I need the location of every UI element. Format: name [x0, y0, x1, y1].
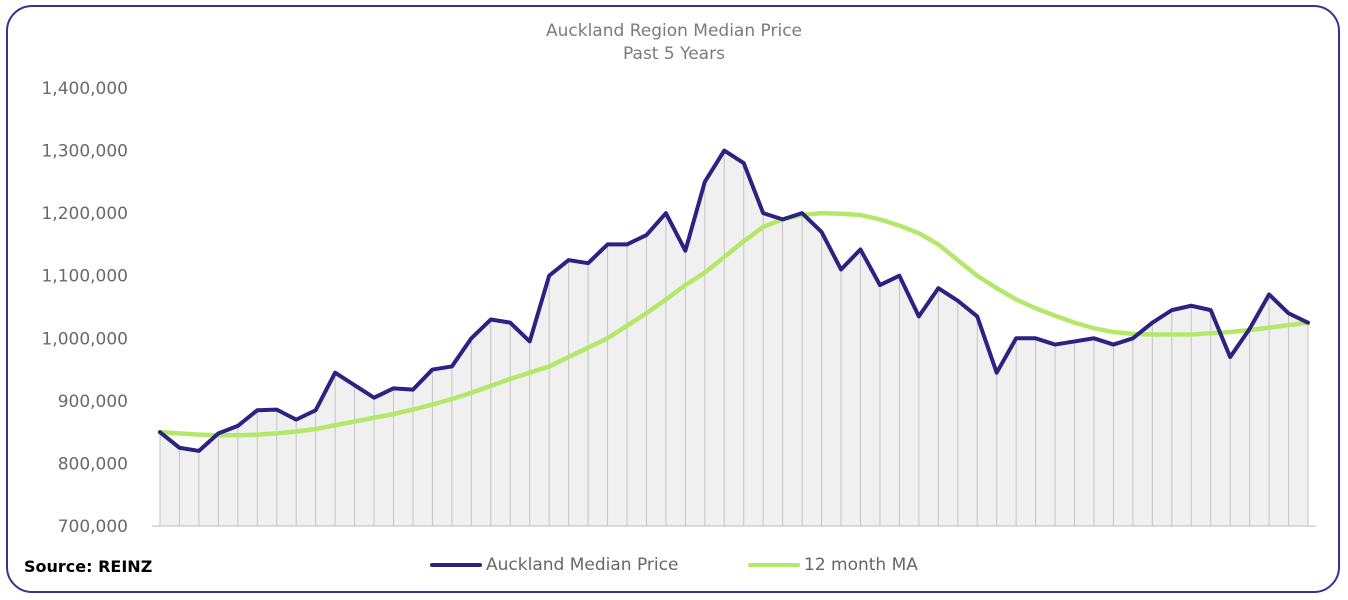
legend-swatch-moving-average — [748, 563, 800, 567]
chart-subtitle: Past 5 Years — [623, 44, 725, 64]
y-tick-label: 800,000 — [58, 454, 128, 474]
legend-label-moving-average: 12 month MA — [804, 555, 918, 575]
y-tick-label: 1,000,000 — [41, 329, 128, 349]
y-tick-label: 700,000 — [58, 517, 128, 537]
median-price-line — [158, 148, 1310, 453]
moving-average-line — [157, 210, 1311, 438]
legend-item-moving-average: 12 month MA — [748, 555, 918, 575]
y-tick-label: 1,100,000 — [41, 267, 128, 287]
legend-label-median-price: Auckland Median Price — [486, 555, 679, 575]
y-tick-label: 1,400,000 — [41, 79, 128, 99]
price-area-fill — [160, 150, 1308, 527]
y-tick-label: 900,000 — [58, 392, 128, 412]
chart-title: Auckland Region Median Price — [545, 21, 802, 41]
legend-swatch-median-price — [430, 563, 482, 567]
y-tick-label: 1,300,000 — [41, 142, 128, 162]
legend-item-median-price: Auckland Median Price — [430, 555, 678, 575]
y-tick-label: 1,200,000 — [41, 204, 128, 224]
source-label: Source: REINZ — [24, 557, 153, 576]
